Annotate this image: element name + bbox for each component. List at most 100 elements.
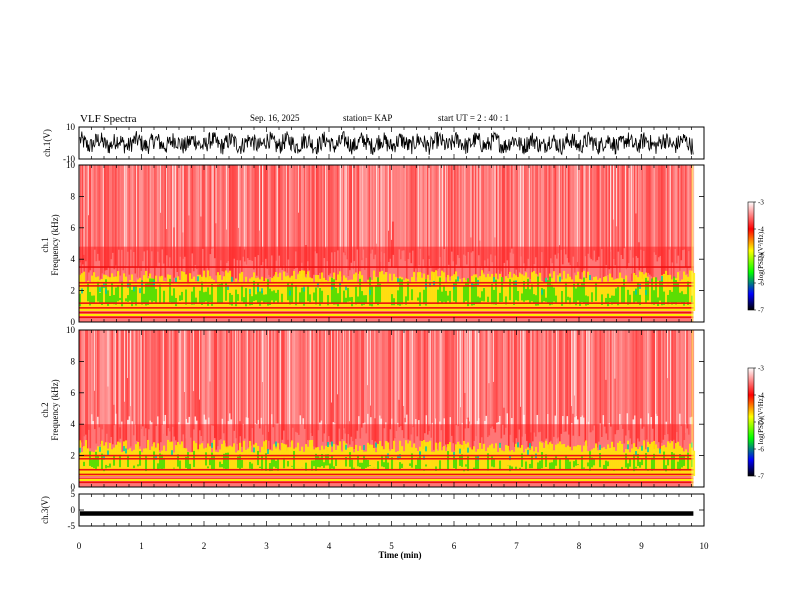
ch1-spectrogram-white-streak: [277, 165, 278, 298]
ch1-spectrogram-green-cell: [205, 291, 208, 302]
ch2-spectrogram-white-streak: [478, 330, 479, 445]
ch1-spectrogram-streak: [436, 165, 438, 272]
ch1-spectrogram-white-streak: [442, 165, 443, 268]
ch2-spectrogram-yellow-cell: [609, 447, 612, 477]
ch1-spectrogram-green-cell: [501, 277, 504, 302]
ch2-spectrogram-green-cell: [159, 453, 162, 469]
ch1-spectrogram-green-cell: [257, 282, 260, 303]
ch1-spectrogram-yellow-cell: [213, 280, 216, 312]
ch1-spectrogram-yellow-cell: [667, 275, 670, 312]
ch2-spectrogram-streak: [659, 330, 662, 450]
ch1-spectrogram-white-streak: [359, 165, 361, 286]
ch2-spectrogram-white-streak: [523, 330, 524, 441]
ch1-spectrogram-yellow-cell: [631, 281, 634, 312]
ch1-spectrogram-streak: [446, 165, 449, 284]
ch1-spectrogram-white-streak: [428, 165, 430, 256]
ch1-spectrogram-green-cell: [231, 294, 234, 306]
ch1-spectrogram-streak: [502, 165, 504, 287]
ch1-spectrogram-green-cell: [417, 297, 420, 301]
ch1-spectrogram-streak: [256, 165, 258, 276]
ch2-spectrogram-white-streak: [667, 330, 668, 379]
ch2-spectrogram-streak: [154, 330, 156, 449]
ch2-spectrogram-yellow-cell: [355, 444, 358, 477]
ch1-spectrogram-white-streak: [175, 165, 176, 285]
ch1-spectrogram-streak: [517, 165, 519, 282]
ch2-spectrogram-streak: [362, 330, 365, 424]
ch1-spectrogram-yellow-cell: [503, 281, 506, 312]
ch1-spectrogram-streak: [455, 165, 458, 265]
ch1-spectrogram-yellow-cell: [505, 276, 508, 312]
ch2-spectrogram-streak: [577, 330, 579, 420]
ch2-spectrogram-streak: [307, 330, 309, 440]
ch2-spectrogram-yellow-cell: [535, 446, 538, 477]
ch1-spectrogram-streak: [482, 165, 485, 273]
ch1-spectrogram-harmonic-line: [79, 266, 694, 268]
ch1-spectrogram-green-cell: [517, 290, 520, 302]
ch1-spectrogram-green-cell: [259, 291, 262, 306]
ch2-spectrogram-harmonic-line: [79, 481, 694, 484]
ch1-spectrogram-green-cell: [327, 295, 330, 306]
ch1-spectrogram-green-cell: [155, 288, 158, 304]
ch2-spectrogram-green-cell: [275, 460, 278, 469]
ch1-spectrogram-streak: [512, 165, 515, 254]
ch1-spectrogram-streak: [587, 165, 590, 254]
ch1-spectrogram-green-cell: [399, 278, 402, 306]
ch2-spectrogram-streak: [676, 330, 678, 433]
ch1-spectrogram-streak: [341, 165, 344, 281]
ch1-spectrogram-green-cell: [117, 285, 120, 302]
ch2-spectrogram-streak: [661, 330, 663, 443]
ch1-spectrogram-white-streak: [83, 165, 85, 255]
ch1-spectrogram-streak: [608, 165, 611, 270]
ch1-spectrogram-yellow-cell: [389, 273, 392, 312]
ch1-spectrogram-yellow-cell: [227, 272, 230, 312]
x-tick-label: 2: [202, 541, 207, 551]
ch1-spectrogram-green-cell: [355, 286, 358, 305]
ch1-spectrogram-yellow-cell: [215, 282, 218, 312]
ch2-spectrogram-yellow-cell: [221, 443, 224, 477]
ch3-waveform-y-tick-label: 5: [71, 489, 76, 499]
ch2-spectrogram-yellow-cell: [657, 448, 660, 477]
ch2-spectrogram-cyan-cell: [397, 454, 399, 460]
ch2-spectrogram-streak: [329, 330, 332, 442]
ch1-spectrogram-streak: [355, 165, 357, 278]
ch2-spectrogram-white-streak: [404, 330, 406, 418]
ch2-spectrogram-yellow-cell: [87, 448, 90, 477]
ch1-spectrogram-streak: [655, 165, 657, 255]
ch1-spectrogram-green-cell: [419, 292, 422, 306]
ch2-spectrogram-yellow-cell: [431, 451, 434, 477]
ch2-spectrogram-green-cell: [163, 457, 166, 469]
ch1-spectrogram-green-cell: [653, 290, 656, 305]
ch1-spectrogram-green-cell: [535, 295, 538, 306]
ch2-spectrogram-yellow-cell: [179, 444, 182, 477]
ch1-spectrogram-green-cell: [191, 291, 194, 305]
ch2-spectrogram-streak: [356, 330, 359, 431]
ch2-spectrogram-white-streak: [647, 330, 649, 426]
ch2-spectrogram-yellow-cell: [489, 445, 492, 477]
ch1-spectrogram-harmonic-line: [79, 316, 694, 319]
ch2-spectrogram-green-cell: [177, 454, 180, 467]
ch1-spectrogram-white-streak: [340, 165, 341, 278]
ch1-spectrogram-green-cell: [661, 280, 664, 306]
ch1-spectrogram-streak: [370, 165, 372, 254]
ch2-spectrogram-yellow-cell: [471, 449, 474, 477]
x-tick-label: 9: [639, 541, 644, 551]
ch1-spectrogram-streak: [574, 165, 576, 273]
ch1-spectrogram-streak: [659, 165, 662, 256]
ch1-spectrogram-streak: [499, 165, 501, 276]
ch1-spectrogram-streak: [139, 165, 141, 285]
ch1-spectrogram-yellow-cell: [233, 281, 236, 312]
ch2-spectrogram-streak: [82, 330, 84, 447]
ch1-spectrogram-green-cell: [629, 294, 632, 305]
ch2-spectrogram-green-cell: [593, 458, 596, 466]
ch2-spectrogram-streak: [526, 330, 528, 441]
ch1-spectrogram-green-cell: [179, 295, 182, 301]
ch1-spectrogram-yellow-cell: [539, 272, 542, 312]
ch1-spectrogram-green-cell: [365, 295, 368, 304]
ch1-spectrogram-streak: [196, 165, 198, 270]
ch1-spectrogram-streak: [269, 165, 272, 278]
ch1-spectrogram-green-cell: [127, 295, 130, 302]
ch2-spectrogram-green-cell: [311, 460, 314, 471]
ch1-spectrogram-streak: [535, 165, 537, 258]
ch1-spectrogram-yellow-cell: [421, 277, 424, 312]
ch1-spectrogram-yellow-cell: [533, 271, 536, 312]
